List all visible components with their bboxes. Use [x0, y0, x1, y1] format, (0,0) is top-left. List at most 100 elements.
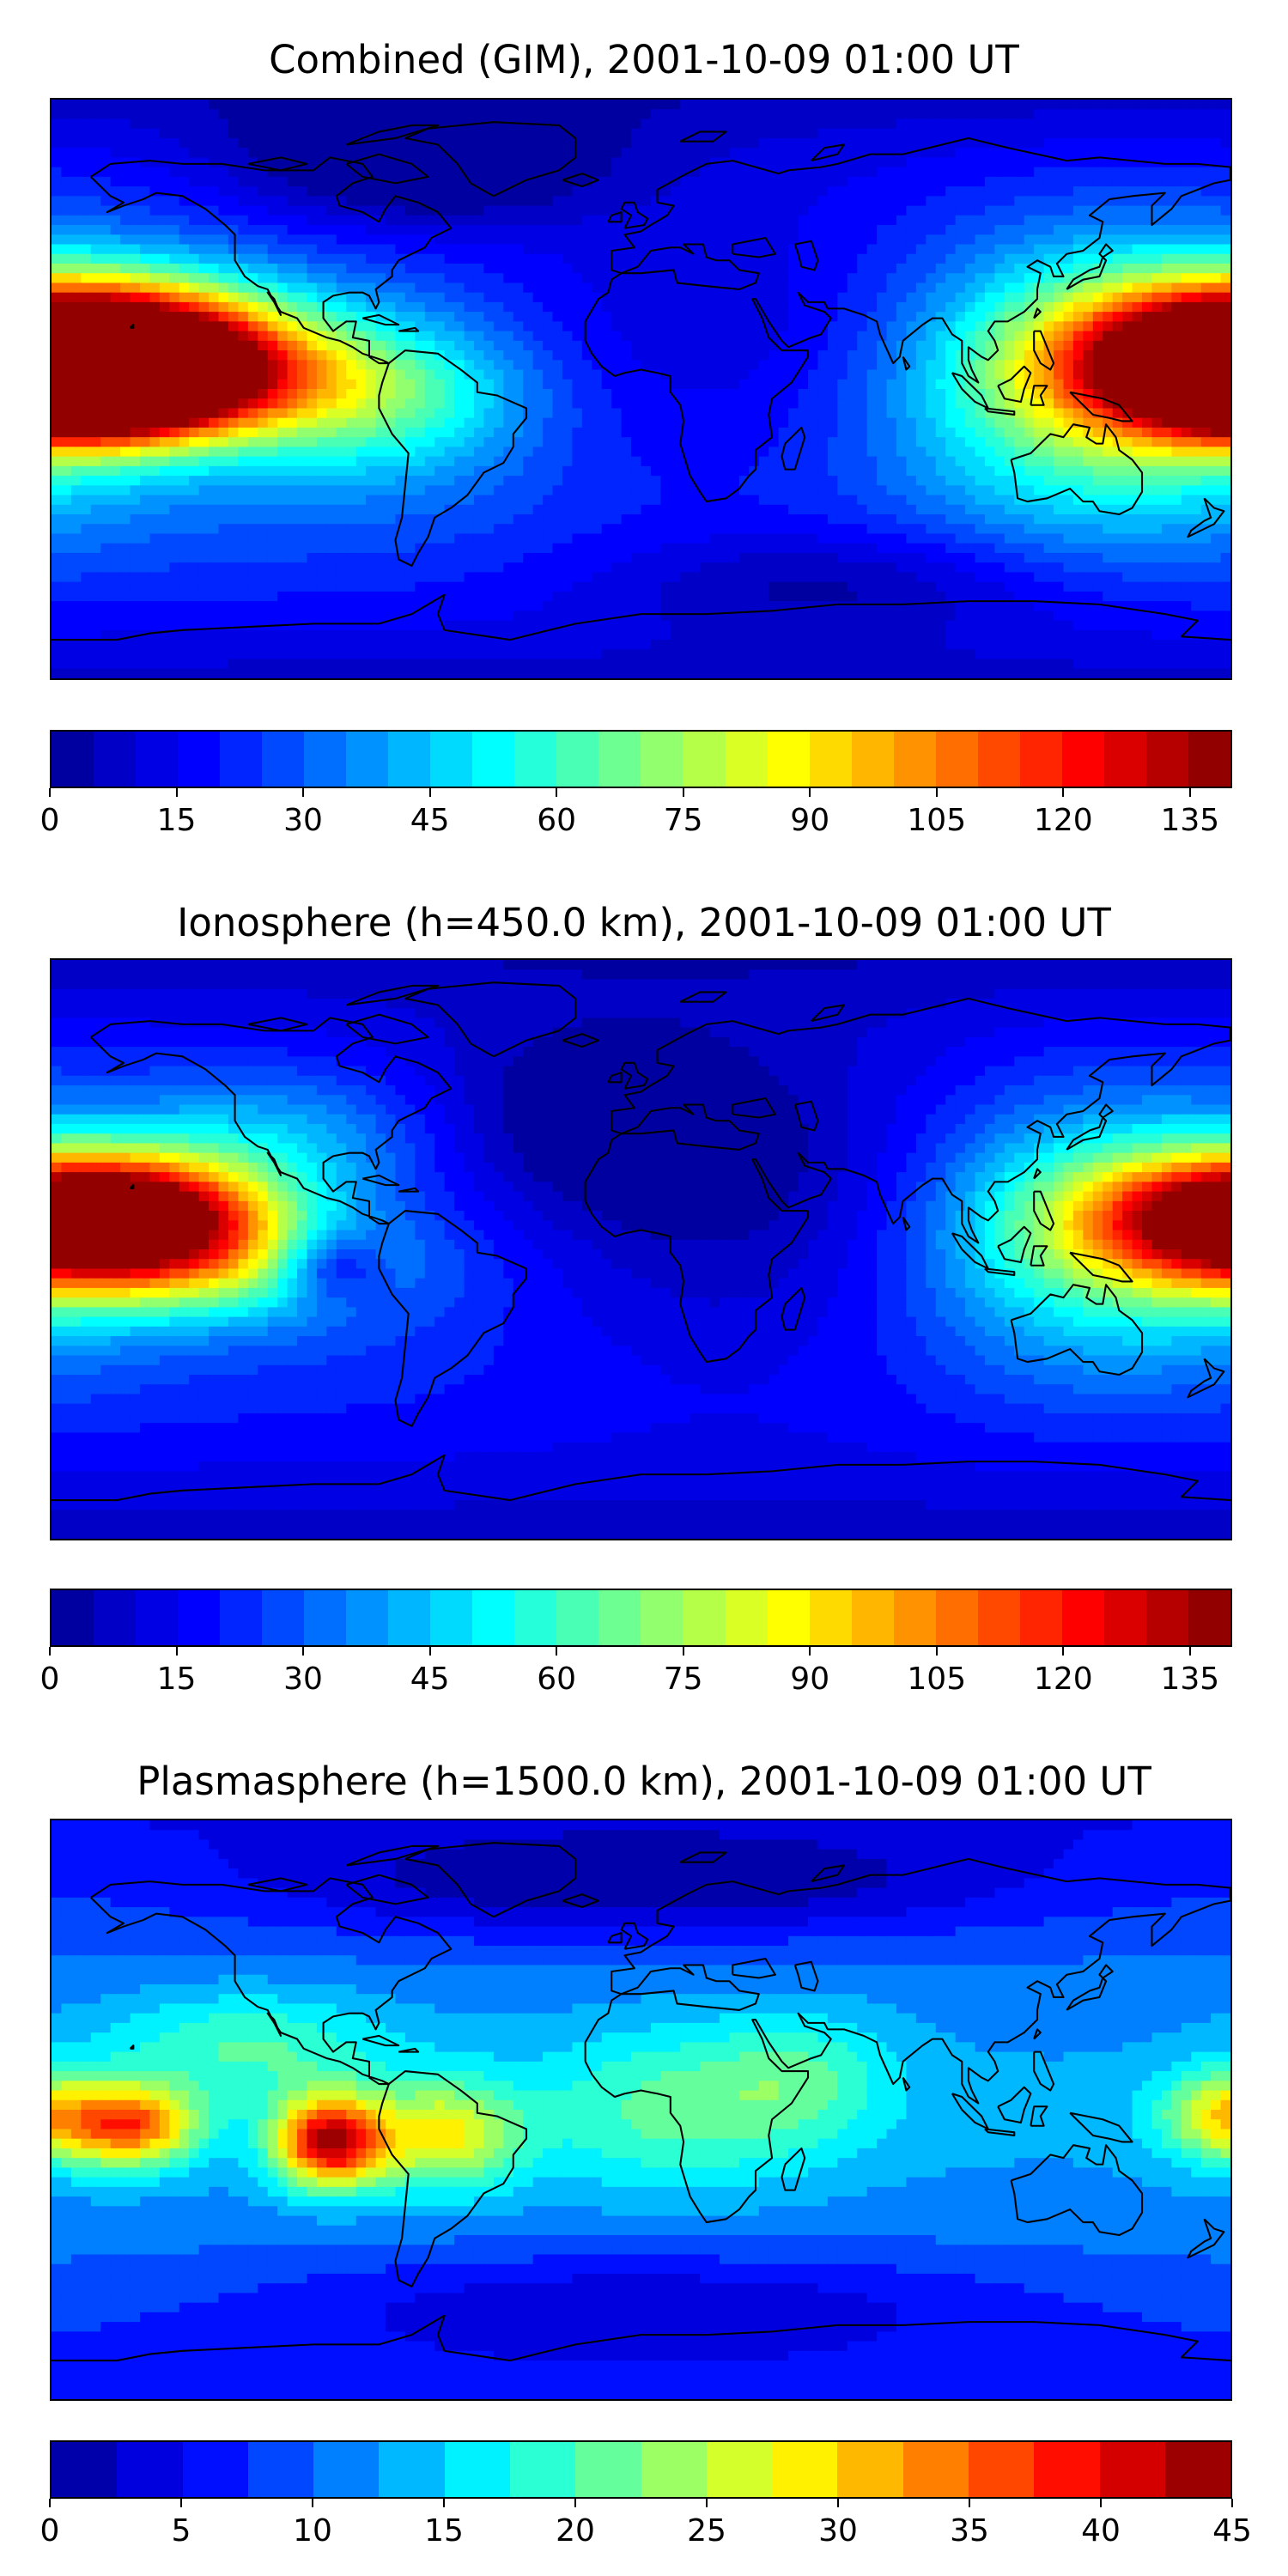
colorbar-cell: [313, 2442, 380, 2497]
colorbar-tick: [49, 788, 51, 797]
colorbar-cell: [1164, 2442, 1231, 2497]
colorbar-cell: [220, 732, 263, 787]
coastline-sulawesi: [1030, 2105, 1048, 2127]
colorbar-tick: [706, 2499, 708, 2507]
colorbar-tick: [809, 1647, 811, 1656]
coastline-black-sea: [732, 1097, 776, 1119]
colorbar-tick: [49, 1647, 51, 1656]
coastline-new-guinea: [1069, 2111, 1133, 2143]
colorbar-tick: [443, 2499, 445, 2507]
coastline-hawaii: [129, 1184, 135, 1189]
colorbar-cell: [1188, 1590, 1230, 1645]
colorbar-tick-label: 30: [283, 1662, 323, 1697]
colorbar-cell: [851, 732, 894, 787]
colorbar-tick-label: 30: [283, 804, 323, 838]
coastline-baffin: [345, 1874, 429, 1905]
colorbar-cell: [379, 2442, 445, 2497]
colorbar-tick-label: 15: [424, 2514, 464, 2549]
colorbar-tick: [311, 2499, 313, 2507]
colorbar-cell: [977, 732, 1020, 787]
colorbar-tick-label: 90: [790, 1662, 829, 1697]
colorbar-cell: [556, 732, 599, 787]
colorbar-plasmasphere: [50, 2440, 1232, 2499]
coastline-sri-lanka: [902, 2076, 911, 2092]
coastline-java: [984, 2128, 1016, 2136]
colorbar-tick: [935, 1647, 938, 1656]
coastline-new-guinea: [1069, 391, 1133, 422]
coastline-africa-eurasia: [584, 137, 1230, 503]
coastline-hawaii: [129, 2044, 135, 2050]
colorbar-tick-label: 15: [157, 1662, 197, 1697]
colorbar-cell: [706, 2442, 773, 2497]
colorbar-cell: [767, 1590, 810, 1645]
colorbar-cell: [1061, 1590, 1104, 1645]
coastline-victoria-isl: [247, 1017, 308, 1032]
colorbar-cell: [968, 2442, 1035, 2497]
coastline-novaya-zemlya: [811, 1864, 846, 1883]
coastline-iceland: [562, 1893, 599, 1909]
coastline-svalbard: [679, 131, 727, 143]
colorbar-tick: [428, 1647, 431, 1656]
colorbar-cell: [388, 1590, 431, 1645]
coastline-baffin: [345, 153, 429, 185]
colorbar-cell: [935, 1590, 978, 1645]
coastline-ireland: [607, 1932, 623, 1944]
coastline-uk: [620, 1061, 649, 1090]
coastline-australia: [1010, 2144, 1144, 2237]
colorbar-tick-label: 75: [664, 1662, 703, 1697]
colorbar-tick: [1188, 1647, 1191, 1656]
map-plasmasphere: [50, 1819, 1232, 2401]
colorbar-cell: [851, 1590, 894, 1645]
coastline-new-zealand: [1187, 2218, 1225, 2259]
coastline-uk: [620, 201, 649, 229]
coastline-svalbard: [679, 1851, 727, 1863]
coastline-med-inner: [621, 243, 760, 290]
coastline-caspian: [793, 1100, 819, 1132]
colorbar-tick: [1188, 788, 1191, 797]
coastline-cuba: [362, 2034, 400, 2047]
colorbar-cell: [598, 1590, 641, 1645]
colorbar-cell: [641, 1590, 683, 1645]
coastline-africa-eurasia: [584, 997, 1230, 1364]
colorbar-ticks-plasmasphere: 0 5 10 15 20 25 30 35 40 45: [40, 2499, 1252, 2550]
colorbar-cell: [94, 1590, 137, 1645]
coastline-philippines: [1033, 2050, 1055, 2092]
coastline-japan: [1066, 243, 1114, 290]
colorbar-cell: [1061, 732, 1104, 787]
colorbar-cell: [977, 1590, 1020, 1645]
map-ionosphere: [50, 958, 1232, 1540]
colorbar-tick-label: 60: [537, 1662, 576, 1697]
coastlines: [52, 981, 1230, 1502]
colorbar-tick-label: 20: [556, 2514, 595, 2549]
coastline-sulawesi: [1030, 1245, 1048, 1267]
colorbar-tick-label: 90: [790, 804, 829, 838]
map-svg-ionosphere: [52, 960, 1230, 1539]
colorbar-cell: [178, 732, 221, 787]
colorbar-combined: [50, 730, 1232, 788]
colorbar-tick-label: 45: [1212, 2514, 1252, 2549]
colorbar-cell: [262, 1590, 305, 1645]
colorbar-cell: [1103, 732, 1146, 787]
colorbar-tick: [935, 788, 938, 797]
panel-title-combined: Combined (GIM), 2001-10-09 01:00 UT: [0, 39, 1288, 82]
colorbar-cell: [725, 732, 768, 787]
coastline-iceland: [562, 1033, 599, 1048]
colorbar-cell: [1145, 732, 1188, 787]
colorbar-ionosphere: [50, 1589, 1232, 1647]
colorbar-tick: [556, 788, 558, 797]
colorbar-tick: [302, 1647, 305, 1656]
colorbar-cell: [1145, 1590, 1188, 1645]
colorbar-cell: [725, 1590, 768, 1645]
colorbar-cell: [262, 732, 305, 787]
colorbar-cell: [556, 1590, 599, 1645]
colorbar-cell: [837, 2442, 903, 2497]
colorbar-cell: [514, 1590, 557, 1645]
colorbar-cell: [472, 732, 515, 787]
tec-field: [52, 960, 1230, 1539]
colorbar-cell: [52, 732, 94, 787]
coastline-novaya-zemlya: [811, 143, 846, 162]
coastline-madagascar: [781, 426, 806, 471]
coastline-antarctica: [52, 2314, 1230, 2362]
colorbar-tick: [1062, 1647, 1065, 1656]
colorbar-cell: [220, 1590, 263, 1645]
